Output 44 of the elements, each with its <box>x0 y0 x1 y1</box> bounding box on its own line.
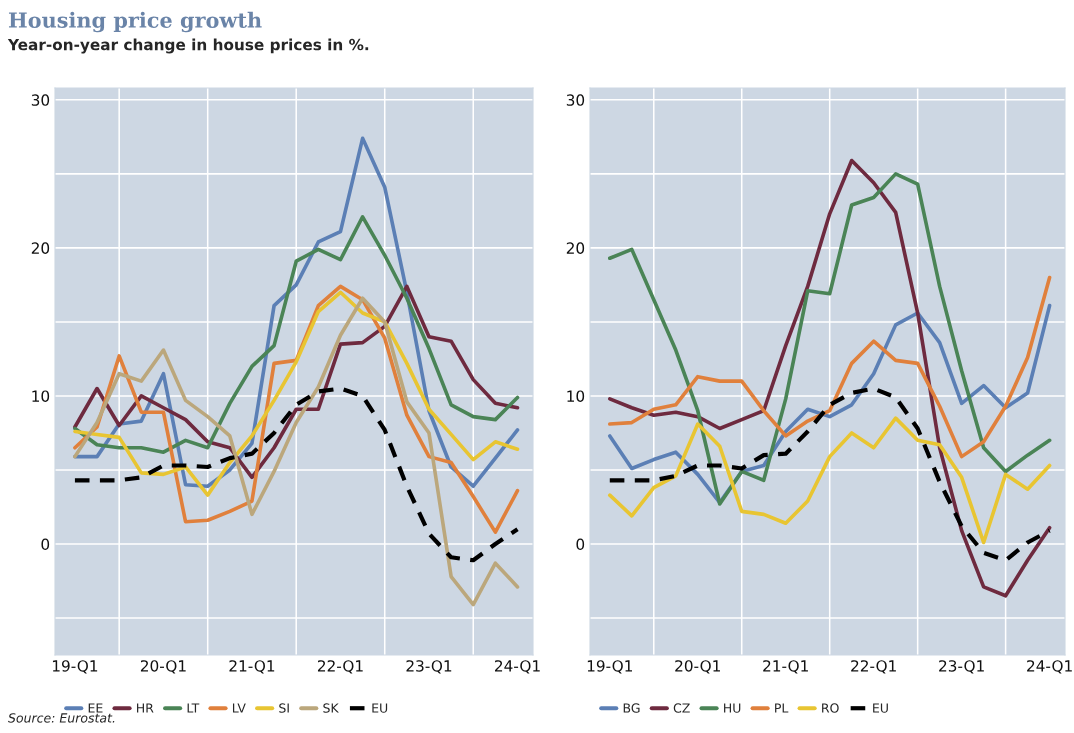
legend-label: EE <box>88 703 103 713</box>
chart-title: Housing price growth <box>8 11 262 33</box>
legend-label: LV <box>232 703 246 713</box>
legend-label: HU <box>724 703 741 713</box>
line-series <box>607 386 1052 563</box>
y-tick-label: 30 <box>566 94 585 106</box>
x-tick-label: 22-Q1 <box>317 660 363 674</box>
x-tick-label: 19-Q1 <box>587 660 633 674</box>
y-tick-label: 20 <box>31 242 50 254</box>
legend-label: EU <box>372 703 388 713</box>
x-tick-label: 19-Q1 <box>52 660 98 674</box>
y-tick-label: 30 <box>31 94 50 106</box>
legend-label: EU <box>873 703 888 713</box>
line-series <box>607 416 1052 545</box>
x-tick-label: 23-Q1 <box>406 660 452 674</box>
legend-label: HR <box>137 703 154 713</box>
y-tick-label: 20 <box>566 242 585 254</box>
x-tick-label: 21-Q1 <box>229 660 275 674</box>
x-tick-label: 22-Q1 <box>851 660 896 674</box>
y-tick-label: 0 <box>41 538 50 550</box>
y-tick-label: 0 <box>576 538 585 550</box>
x-tick-label: 20-Q1 <box>140 660 186 674</box>
source-note: Source: Eurostat. <box>8 713 115 723</box>
line-series <box>73 214 520 454</box>
legend-label: LT <box>187 703 200 713</box>
line-series <box>607 158 1052 598</box>
legend-label: CZ <box>673 703 690 713</box>
legend-label: SK <box>323 703 339 713</box>
line-series <box>607 172 1052 506</box>
x-tick-label: 20-Q1 <box>675 660 720 674</box>
legend-label: SI <box>279 703 289 713</box>
y-tick-label: 10 <box>32 390 50 402</box>
x-tick-label: 24-Q1 <box>1027 660 1072 674</box>
line-series <box>73 296 520 607</box>
y-tick-label: 10 <box>567 390 585 402</box>
line-series <box>72 386 520 563</box>
x-tick-label: 21-Q1 <box>763 660 808 674</box>
chart-subtitle: Year-on-year change in house prices in %. <box>7 38 369 54</box>
x-tick-label: 24-Q1 <box>495 660 540 674</box>
legend-label: RO <box>822 703 839 713</box>
x-tick-label: 23-Q1 <box>939 660 984 674</box>
legend-label: PL <box>775 703 789 713</box>
legend-label: BG <box>623 703 640 713</box>
line-series <box>607 275 1052 459</box>
